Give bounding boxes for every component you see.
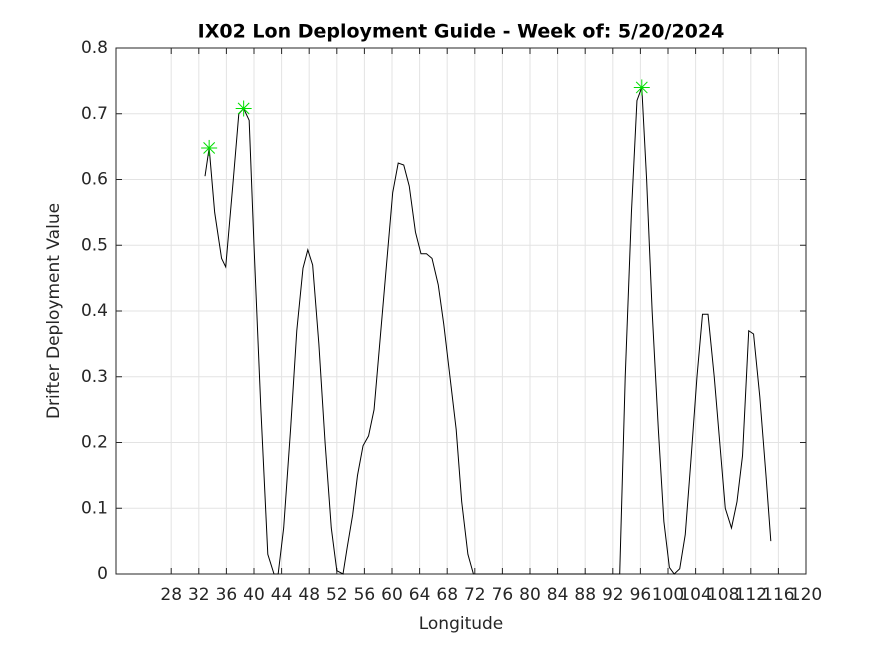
x-tick-label: 56 [354,585,376,605]
x-tick-label: 96 [630,585,652,605]
x-tick-label: 60 [381,585,403,605]
plot-frame [115,47,807,575]
y-tick-label: 0.1 [81,498,108,518]
x-tick-label: 88 [574,585,596,605]
chart-title: IX02 Lon Deployment Guide - Week of: 5/2… [198,21,725,43]
x-tick-label: 108 [707,585,739,605]
y-tick-label: 0.8 [81,38,108,58]
x-tick-label: 92 [602,585,624,605]
marker-stroke [635,81,648,94]
x-tick-label: 68 [436,585,458,605]
x-tick-label: 116 [762,585,794,605]
y-tick-label: 0.3 [81,367,108,387]
x-tick-label: 84 [547,585,569,605]
peak-marker [235,100,252,117]
x-tick-label: 104 [679,585,711,605]
y-tick-label: 0 [97,564,108,584]
x-tick-label: 100 [652,585,684,605]
x-tick-label: 32 [188,585,210,605]
x-tick-label: 76 [492,585,514,605]
x-tick-label: 52 [326,585,348,605]
x-tick-label: 44 [271,585,293,605]
x-tick-label: 112 [735,585,767,605]
x-tick-label: 28 [160,585,182,605]
x-tick-label: 120 [790,585,822,605]
y-axis-label: Drifter Deployment Value [44,203,64,419]
x-axis-label: Longitude [419,614,504,634]
y-tick-label: 0.2 [81,433,108,453]
peak-marker [201,139,218,156]
x-tick-label: 72 [464,585,486,605]
y-tick-label: 0.5 [81,235,108,255]
y-tick-label: 0.6 [81,170,108,190]
y-tick-label: 0.7 [81,104,108,124]
y-tick-label: 0.4 [81,301,108,321]
x-tick-label: 48 [298,585,320,605]
marker-stroke [237,102,250,115]
x-tick-label: 40 [243,585,265,605]
marker-stroke [203,141,216,154]
x-tick-label: 36 [216,585,238,605]
x-tick-label: 64 [409,585,431,605]
data-line [204,87,772,575]
peak-marker [633,79,650,96]
x-tick-label: 80 [519,585,541,605]
